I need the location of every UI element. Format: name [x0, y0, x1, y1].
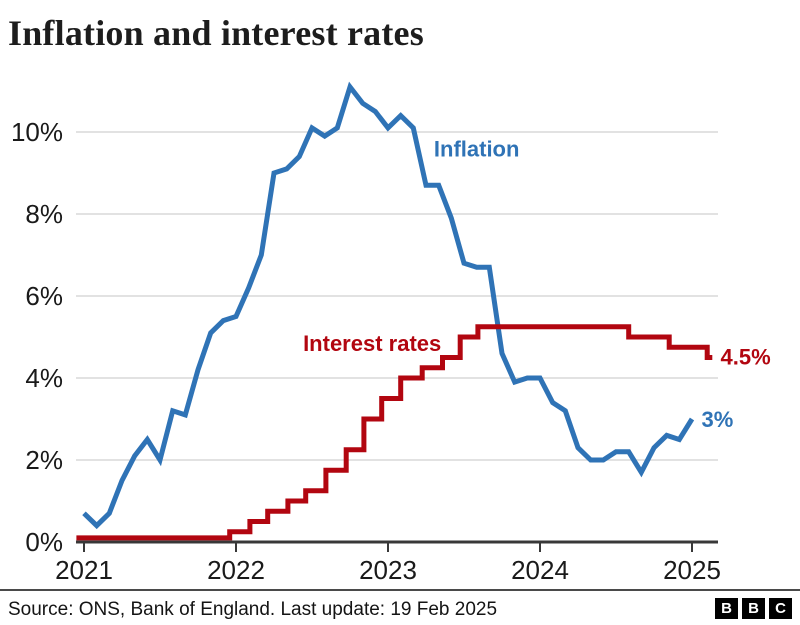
series-line-inflation [82, 81, 695, 530]
series-line-interest-rates [76, 324, 713, 541]
annotation-3: 3% [702, 407, 734, 432]
gridlines [76, 131, 718, 461]
y-tick-label-0: 0% [25, 527, 63, 557]
annotation-interest-rates: Interest rates [303, 331, 441, 356]
x-tick-label-2025: 2025 [663, 555, 721, 585]
series-annotations: Inflation Interest rates 4.5% 3% [303, 136, 771, 432]
annotation-4-5: 4.5% [721, 345, 771, 370]
annotation-inflation: Inflation [434, 136, 520, 161]
y-axis-labels: 0% 2% 4% 6% 8% 10% [11, 117, 63, 557]
x-axis-labels: 2021 2022 2023 2024 2025 [55, 555, 721, 585]
x-axis-ticks [83, 543, 693, 552]
bbc-logo-box-c: C [769, 598, 792, 619]
bbc-logo-box-b2: B [742, 598, 765, 619]
bbc-logo-box-b1: B [715, 598, 738, 619]
y-tick-label-10: 10% [11, 117, 63, 147]
chart-title: Inflation and interest rates [8, 13, 424, 53]
footer-divider [0, 589, 800, 591]
x-tick-label-2022: 2022 [207, 555, 265, 585]
y-tick-label-2: 2% [25, 445, 63, 475]
y-tick-label-6: 6% [25, 281, 63, 311]
y-tick-label-4: 4% [25, 363, 63, 393]
x-tick-label-2023: 2023 [359, 555, 417, 585]
x-tick-label-2021: 2021 [55, 555, 113, 585]
y-tick-label-8: 8% [25, 199, 63, 229]
x-tick-label-2024: 2024 [511, 555, 569, 585]
series-lines [76, 81, 713, 541]
source-text: Source: ONS, Bank of England. Last updat… [8, 599, 498, 620]
bbc-logo: B B C [715, 598, 792, 619]
